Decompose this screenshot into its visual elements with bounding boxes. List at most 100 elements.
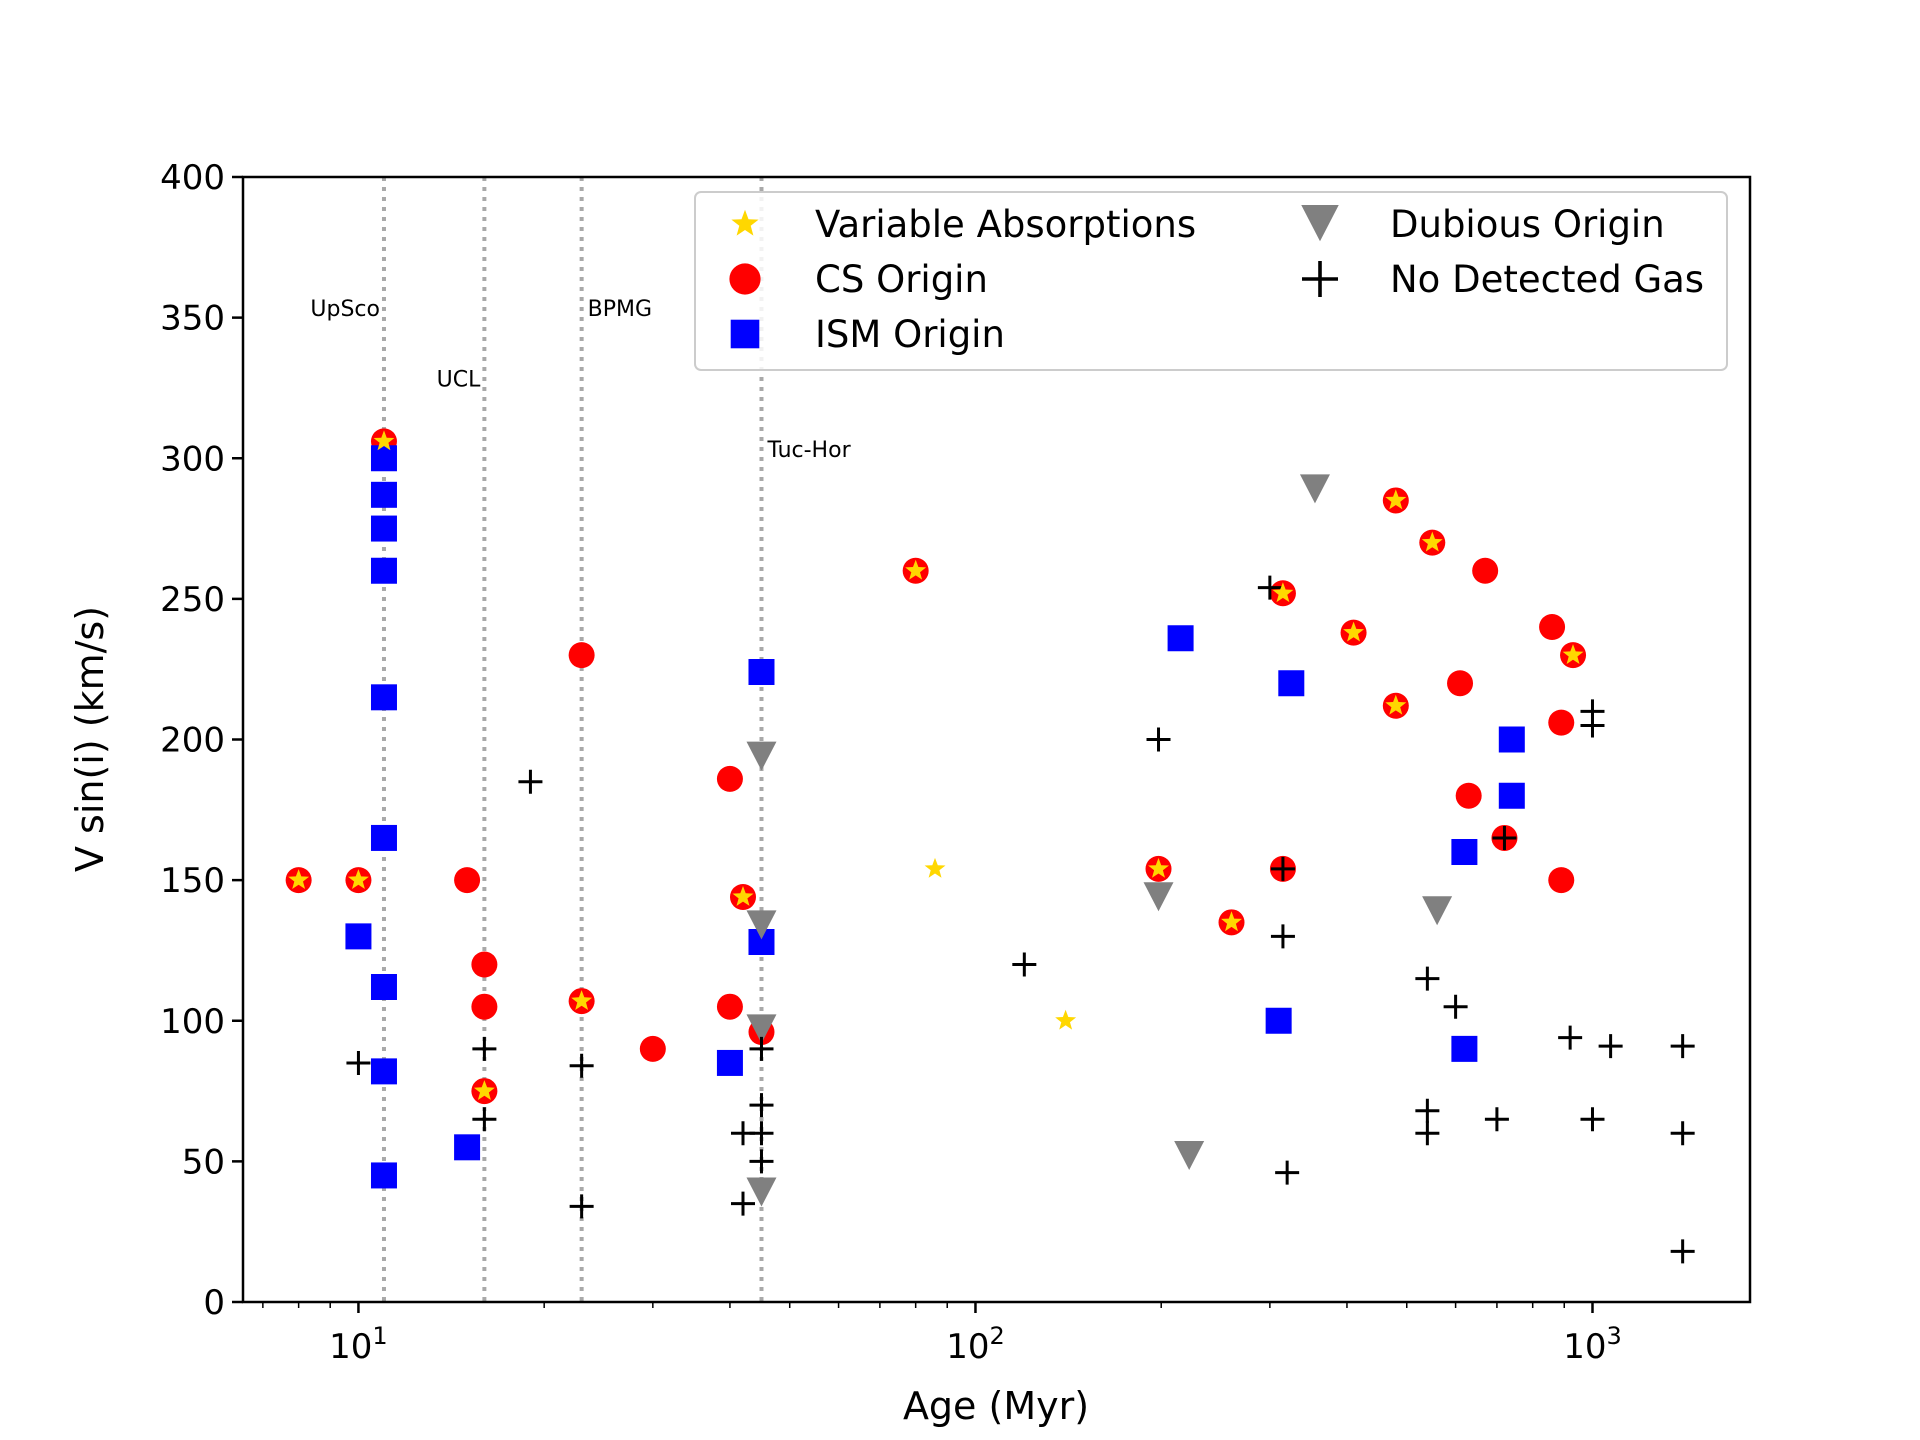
ism-origin-point [345,923,372,950]
no-gas-point [1415,1098,1440,1123]
variable-absorption-point [1385,694,1407,715]
no-gas-point [1257,575,1282,600]
variable-absorption-point [1343,621,1364,642]
no-gas-point [1275,1160,1300,1185]
cs-origin-point [1472,557,1499,584]
variable-absorption-point [732,886,754,906]
legend-label-ism: ISM Origin [815,313,1005,356]
variable-absorption-point [1385,489,1407,510]
variable-absorption-point [1055,1009,1077,1030]
ism-origin-point [1451,1035,1478,1062]
ism-origin-point [370,445,397,472]
dubious-origin-point [1299,474,1330,504]
ism-origin-point [454,1134,481,1161]
cs-origin-point [454,867,481,894]
ism-origin-point [1498,726,1525,753]
dubious-origin-point [746,741,777,771]
no-gas-point [1443,994,1468,1019]
cs-origin-point [716,993,743,1020]
ism-origin-point [716,1049,743,1076]
cs-origin-point [1548,867,1575,894]
y-tick-label: 150 [160,861,225,901]
no-gas-point [749,1121,774,1146]
x-tick-label: 103 [1563,1322,1622,1367]
y-tick-label: 50 [182,1142,225,1182]
variable-absorption-point [924,857,946,878]
legend-marker-dubious [1301,205,1339,242]
no-gas-point [1415,966,1440,991]
legend-label-none: No Detected Gas [1390,258,1704,301]
variable-absorption-point [348,869,369,889]
dubious-origin-point [746,1014,777,1044]
no-gas-point [569,1194,594,1219]
cs-origin-point [716,765,743,792]
variable-absorption-point [571,990,593,1010]
y-tick-label: 100 [160,1002,225,1042]
no-gas-point [472,1107,497,1132]
no-gas-point [749,1093,774,1118]
axes: 0 50 100 150 200 250 300 350 400 101 102 103 [160,158,1622,1367]
legend: Variable Absorptions Dubious Origin CS Ori… [694,191,1728,371]
dubious-origin-point [1174,1140,1205,1170]
no-gas-point [1580,713,1605,738]
ism-origin-point [370,974,397,1000]
cs-origin-point [639,1035,666,1062]
y-tick-label: 350 [160,299,225,339]
ism-origin-point [370,1162,397,1189]
ism-origin-point [1167,625,1194,652]
ism-origin-point [1265,1007,1292,1034]
no-gas-point [1012,952,1037,977]
no-gas-point [730,1191,755,1216]
ism-origin-point [370,481,397,508]
ism-origin-point [370,824,397,851]
no-gas-point [1270,924,1295,949]
legend-marker-variable [731,209,759,236]
variable-absorption-point [905,559,927,580]
no-gas-point [1670,1239,1695,1264]
group-label-tuc-hor: Tuc-Hor [766,438,851,463]
variable-absorption-point [1148,857,1169,878]
cs-origin-point [568,642,595,669]
legend-box [694,191,1728,371]
no-gas-point [1558,1025,1583,1050]
ism-origin-point [370,557,397,584]
no-gas-point [1580,1107,1605,1132]
group-label-upsco: UpSco [310,297,380,322]
ism-origin-point [1278,670,1305,697]
no-gas-point [346,1050,371,1075]
dubious-origin-point [746,910,777,940]
y-tick-label: 200 [160,721,225,761]
no-gas-point [1598,1034,1623,1059]
variable-absorption-point [1421,531,1443,552]
no-gas-point [749,1036,774,1061]
cs-origin-point [1548,709,1575,736]
ism-origin-point [370,684,397,711]
legend-marker-none [1302,261,1338,297]
x-tick-label: 102 [946,1322,1005,1367]
no-gas-point [1415,1121,1440,1146]
cs-origin-point [1447,670,1474,697]
variable-absorption-point [288,869,310,889]
dubious-origin-point [1143,882,1174,912]
no-gas-point [472,1036,497,1061]
variable-absorption-point [473,1080,495,1100]
variable-absorption-point [1221,911,1242,932]
y-tick-label: 0 [203,1283,225,1323]
ism-origin-point [370,1058,397,1085]
cs-origin-point [1455,782,1482,809]
no-gas-point [749,1149,774,1174]
cs-origin-point [1539,614,1566,640]
legend-marker-cs [729,263,761,295]
legend-label-variable: Variable Absorptions [815,203,1196,246]
no-gas-point [1270,856,1295,881]
no-gas-point [1670,1121,1695,1146]
dubious-origin-point [1422,896,1453,926]
cs-origin-point [471,993,498,1020]
y-tick-label: 400 [160,158,225,198]
y-axis-label: V sin(i) (km/s) [68,606,112,872]
ism-origin-point [1498,782,1525,809]
y-tick-label: 300 [160,439,225,479]
no-gas-point [1492,825,1517,850]
cs-origin-point [471,951,498,978]
reference-lines: UpSco UCL BPMG Tuc-Hor [310,177,852,1302]
